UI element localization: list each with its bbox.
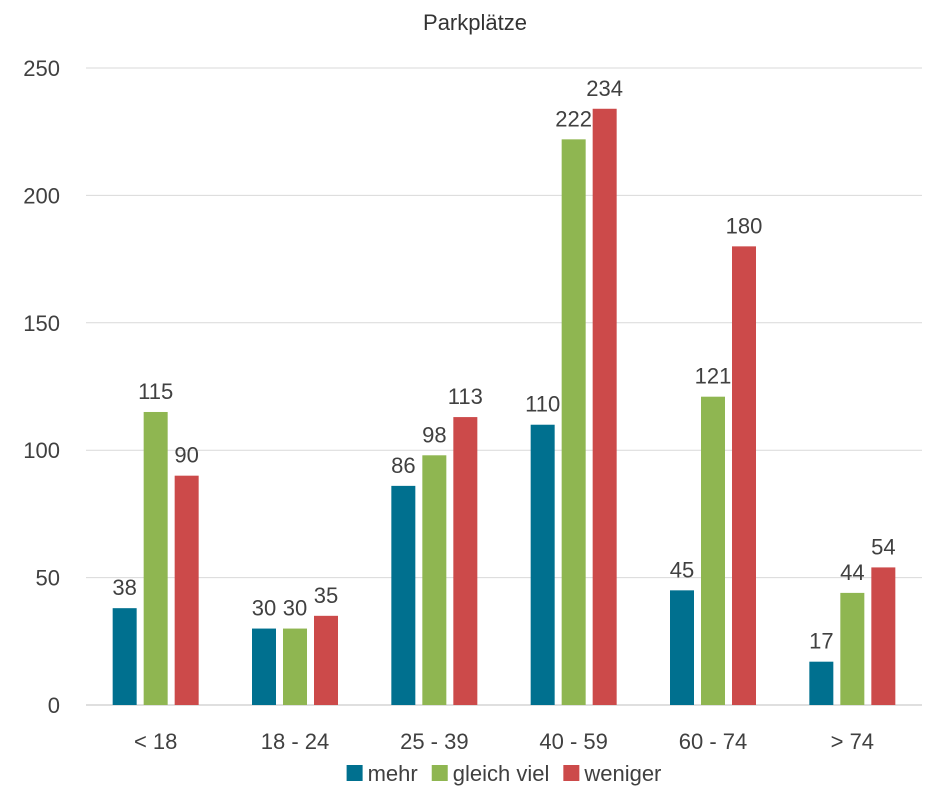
data-label: 17 [809, 629, 833, 654]
bar-weniger-5 [871, 567, 896, 705]
y-tick-label: 50 [36, 566, 60, 591]
x-tick-label: 25 - 39 [400, 729, 469, 754]
bar-mehr-1 [252, 628, 276, 705]
y-tick-label: 0 [48, 693, 60, 718]
y-tick-label: 150 [23, 311, 60, 336]
x-tick-label: > 74 [831, 729, 874, 754]
bar-gleich-viel-1 [283, 628, 307, 705]
data-label: 180 [726, 213, 763, 238]
legend-label: mehr [368, 761, 418, 786]
data-label: 121 [695, 364, 732, 389]
legend-label: gleich viel [453, 761, 550, 786]
bar-weniger-4 [732, 246, 756, 706]
x-tick-label: 60 - 74 [679, 729, 748, 754]
bar-mehr-5 [809, 661, 834, 705]
gridlines [86, 67, 922, 706]
y-axis-ticks: 0 50 100 150 200 250 [23, 56, 60, 718]
legend-swatch [346, 765, 363, 781]
data-label: 90 [174, 443, 198, 468]
legend-item-mehr[interactable]: mehr [346, 761, 418, 786]
x-axis-ticks: < 18 18 - 24 25 - 39 40 - 59 60 - 74 > 74 [134, 729, 874, 754]
legend-swatch [431, 765, 448, 781]
data-label: 86 [391, 453, 415, 478]
y-tick-label: 200 [23, 183, 60, 208]
bar-weniger-1 [314, 615, 338, 705]
legend-item-weniger[interactable]: weniger [563, 761, 661, 786]
bar-weniger-0 [174, 475, 199, 705]
data-label: 54 [871, 534, 895, 559]
data-label: 115 [138, 379, 173, 404]
data-label: 38 [112, 575, 136, 600]
data-label: 44 [840, 560, 864, 585]
x-tick-label: 40 - 59 [539, 729, 608, 754]
y-tick-label: 250 [23, 56, 60, 81]
bars [112, 108, 896, 706]
data-label: 30 [252, 596, 276, 621]
bar-mehr-0 [112, 608, 137, 705]
legend-label: weniger [583, 761, 661, 786]
x-tick-label: 18 - 24 [261, 729, 330, 754]
data-label: 45 [670, 557, 694, 582]
bar-weniger-3 [592, 108, 617, 705]
data-label: 35 [314, 583, 338, 608]
legend[interactable]: mehr gleich viel weniger [346, 761, 662, 786]
data-label: 222 [555, 106, 592, 131]
bar-mehr-2 [391, 485, 416, 705]
bar-weniger-2 [453, 417, 478, 705]
bar-gleich-viel-3 [561, 139, 586, 705]
bar-mehr-4 [670, 590, 694, 705]
legend-swatch [563, 765, 580, 781]
data-label: 30 [283, 596, 307, 621]
x-tick-label: < 18 [134, 729, 177, 754]
data-label: 110 [525, 392, 560, 417]
bar-mehr-3 [530, 424, 555, 705]
bar-gleich-viel-5 [840, 592, 865, 705]
data-label: 113 [448, 384, 483, 409]
chart-title: Parkplätze [423, 10, 527, 35]
bar-gleich-viel-2 [422, 455, 447, 705]
bar-gleich-viel-4 [701, 396, 725, 705]
data-label: 234 [586, 76, 623, 101]
data-label: 98 [422, 422, 446, 447]
legend-item-gleich-viel[interactable]: gleich viel [431, 761, 550, 786]
bar-gleich-viel-0 [143, 411, 168, 705]
y-tick-label: 100 [23, 438, 60, 463]
